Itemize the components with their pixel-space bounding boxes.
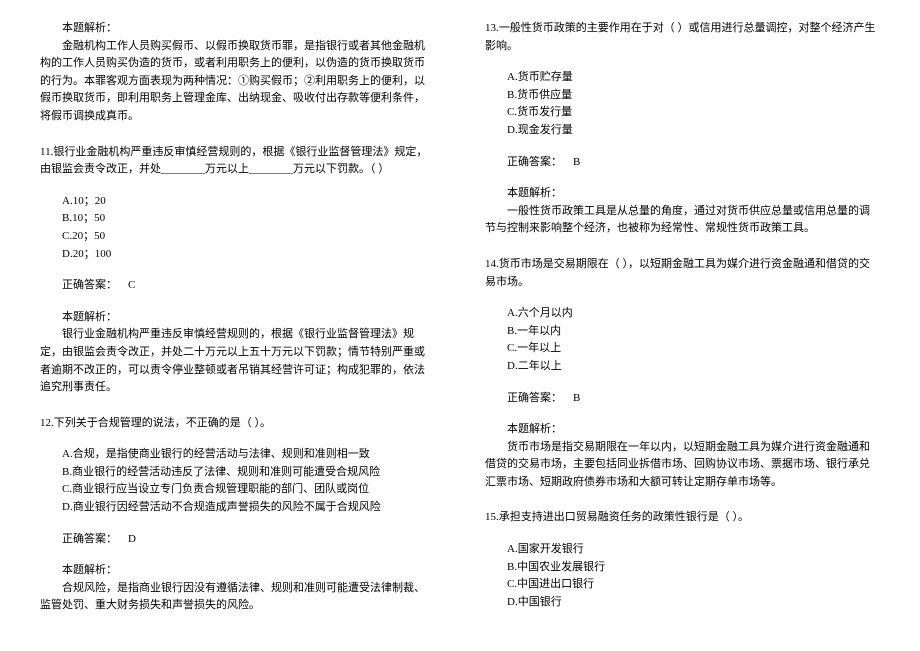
q11-option-b: B.10；50 — [62, 210, 435, 228]
q15-option-d: D.中国银行 — [507, 594, 880, 612]
explanation-header: 本题解析： — [40, 562, 435, 580]
q12-explanation: 本题解析： 合规风险，是指商业银行因没有遵循法律、规则和准则可能遭受法律制裁、监… — [40, 562, 435, 615]
q13-title: 13.一般性货币政策的主要作用在于对（ ）或信用进行总量调控，对整个经济产生影响… — [485, 20, 880, 55]
q12-option-d: D.商业银行因经营活动不合规造成声誉损失的风险不属于合规风险 — [62, 499, 435, 517]
q12-answer: 正确答案： D — [62, 531, 435, 549]
q13-options: A.货币贮存量 B.货币供应量 C.货币发行量 D.现金发行量 — [507, 69, 880, 139]
left-column: 本题解析： 金融机构工作人员购买假币、以假币换取货币罪，是指银行或者其他金融机构… — [40, 20, 435, 629]
q11-options: A.10；20 B.10；50 C.20；50 D.20；100 — [62, 193, 435, 263]
q12-options: A.合规，是指使商业银行的经营活动与法律、规则和准则相一致 B.商业银行的经营活… — [62, 446, 435, 516]
q13-explanation: 本题解析： 一般性货币政策工具是从总量的角度，通过对货币供应总量或信用总量的调节… — [485, 185, 880, 238]
q12-option-a: A.合规，是指使商业银行的经营活动与法律、规则和准则相一致 — [62, 446, 435, 464]
q14-option-c: C.一年以上 — [507, 340, 880, 358]
explanation-body: 合规风险，是指商业银行因没有遵循法律、规则和准则可能遭受法律制裁、监管处罚、重大… — [40, 580, 435, 615]
explanation-body: 一般性货币政策工具是从总量的角度，通过对货币供应总量或信用总量的调节与控制来影响… — [485, 203, 880, 238]
q13-option-d: D.现金发行量 — [507, 122, 880, 140]
q11-option-d: D.20；100 — [62, 246, 435, 264]
q14-answer: 正确答案： B — [507, 390, 880, 408]
q11-option-c: C.20；50 — [62, 228, 435, 246]
explanation-header: 本题解析： — [40, 309, 435, 327]
q14-options: A.六个月以内 B.一年以内 C.一年以上 D.二年以上 — [507, 305, 880, 375]
q11-option-a: A.10；20 — [62, 193, 435, 211]
answer-label: 正确答案： — [507, 392, 562, 404]
q11-title: 11.银行业金融机构严重违反审慎经营规则的，根据《银行业监督管理法》规定，由银监… — [40, 144, 435, 179]
answer-letter: C — [128, 279, 135, 291]
right-column: 13.一般性货币政策的主要作用在于对（ ）或信用进行总量调控，对整个经济产生影响… — [485, 20, 880, 629]
answer-label: 正确答案： — [62, 279, 117, 291]
q14-option-a: A.六个月以内 — [507, 305, 880, 323]
q12-option-c: C.商业银行应当设立专门负责合规管理职能的部门、团队或岗位 — [62, 481, 435, 499]
explanation-body: 货币市场是指交易期限在一年以内，以短期金融工具为媒介进行资金融通和借贷的交易市场… — [485, 439, 880, 492]
answer-letter: D — [128, 533, 136, 545]
q14-title: 14.货币市场是交易期限在（ ），以短期金融工具为媒介进行资金融通和借贷的交易市… — [485, 256, 880, 291]
q13-option-c: C.货币发行量 — [507, 104, 880, 122]
q14-option-b: B.一年以内 — [507, 323, 880, 341]
q15-option-b: B.中国农业发展银行 — [507, 559, 880, 577]
explanation-body: 金融机构工作人员购买假币、以假币换取货币罪，是指银行或者其他金融机构的工作人员购… — [40, 38, 435, 126]
q13-option-b: B.货币供应量 — [507, 87, 880, 105]
explanation-header: 本题解析： — [485, 185, 880, 203]
q15-option-c: C.中国进出口银行 — [507, 576, 880, 594]
answer-label: 正确答案： — [507, 156, 562, 168]
q11-explanation: 本题解析： 银行业金融机构严重违反审慎经营规则的，根据《银行业监督管理法》规定，… — [40, 309, 435, 397]
explanation-header: 本题解析： — [485, 421, 880, 439]
q12-title: 12.下列关于合规管理的说法，不正确的是（ ）。 — [40, 415, 435, 433]
explanation-header: 本题解析： — [40, 20, 435, 38]
answer-letter: B — [573, 392, 580, 404]
q10-explanation: 本题解析： 金融机构工作人员购买假币、以假币换取货币罪，是指银行或者其他金融机构… — [40, 20, 435, 126]
q15-option-a: A.国家开发银行 — [507, 541, 880, 559]
q11-answer: 正确答案： C — [62, 277, 435, 295]
answer-letter: B — [573, 156, 580, 168]
q14-option-d: D.二年以上 — [507, 358, 880, 376]
q15-options: A.国家开发银行 B.中国农业发展银行 C.中国进出口银行 D.中国银行 — [507, 541, 880, 611]
q13-option-a: A.货币贮存量 — [507, 69, 880, 87]
q12-option-b: B.商业银行的经营活动违反了法律、规则和准则可能遭受合规风险 — [62, 464, 435, 482]
explanation-body: 银行业金融机构严重违反审慎经营规则的，根据《银行业监督管理法》规定，由银监会责令… — [40, 326, 435, 396]
q14-explanation: 本题解析： 货币市场是指交易期限在一年以内，以短期金融工具为媒介进行资金融通和借… — [485, 421, 880, 491]
q15-title: 15.承担支持进出口贸易融资任务的政策性银行是（ ）。 — [485, 509, 880, 527]
answer-label: 正确答案： — [62, 533, 117, 545]
q13-answer: 正确答案： B — [507, 154, 880, 172]
